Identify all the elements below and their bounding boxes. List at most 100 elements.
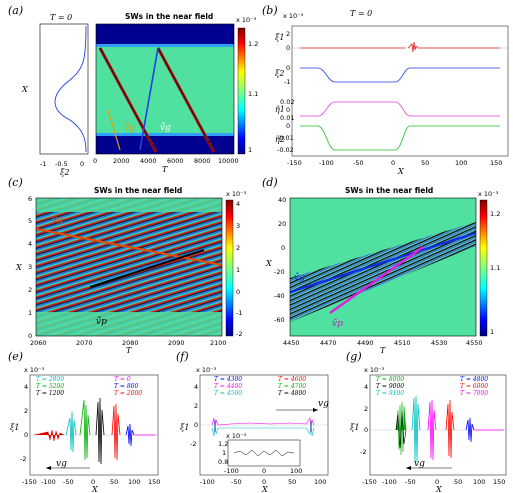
panel-e-packet-0 (125, 423, 135, 447)
panel-a-vg-line (139, 47, 159, 151)
panel-a-heatmap-edge-bottom (96, 133, 234, 136)
panel-g-x-tick: 50 (454, 478, 462, 486)
panel-b-x-tick: 100 (455, 159, 467, 167)
panel-c-y-tick: 5 (28, 217, 32, 225)
panel-e-packet-2800 (65, 411, 77, 453)
panel-e-exp: x 10⁻³ (24, 366, 45, 374)
panel-f-packet-bottom (211, 419, 315, 437)
panel-g-y-tick: 0 (364, 426, 368, 434)
panel-f-legend-4: T = 4500 (214, 390, 242, 397)
panel-e-x-ticks: -150 -100 -50 0 50 100 150 (22, 478, 160, 486)
panel-e-x-tick: 50 (110, 478, 118, 486)
panel-d-cb-tick: 1.1 (490, 264, 500, 272)
panel-c-x-tick: 2060 (30, 339, 47, 347)
panel-a: (a) T = 0 X -1 -0.5 0 ξ2 SWs in the near… (8, 4, 258, 177)
panel-c-y-tick: 1 (28, 309, 32, 317)
panel-d-y-tick: -20 (274, 268, 285, 276)
panel-c-ann-vp: ṽp (96, 317, 107, 327)
panel-b-frame (291, 25, 509, 157)
panel-e-legend-3: T = 800 (114, 383, 138, 390)
panel-e-legend-1: T = 0 (114, 376, 131, 383)
panel-c-cb-tick: 2 (236, 244, 240, 252)
panel-c-vg-line (35, 228, 223, 266)
panel-f-packet-top (211, 417, 315, 433)
panel-f: (f) x 10⁻³ vg x 10⁻³ 1.2 1 0.8 -100 0 10… (176, 350, 329, 493)
panel-c-frame (35, 197, 223, 337)
panel-a-x-tick: 4000 (140, 157, 157, 165)
panel-a-heatmap-frame (95, 23, 235, 155)
panel-b-xlabel: X (397, 167, 404, 176)
panel-a-xlabel: T (162, 165, 168, 174)
panel-c-colorbar (225, 199, 234, 337)
panel-b-x-ticks: -150 -100 -50 0 50 100 150 (287, 159, 502, 167)
panel-f-legend-5: T = 4800 (278, 390, 306, 397)
panel-a-x-tick: 6000 (167, 157, 184, 165)
panel-e-legend-4: T = 1200 (36, 390, 64, 397)
panel-f-inset-curve (233, 449, 295, 457)
panel-c-title: SWs in the near field (94, 186, 182, 195)
panel-b-row2-tick: 0.02 (280, 98, 294, 106)
panel-b-x-tick: 50 (421, 159, 429, 167)
panel-c-y-tick: 3 (28, 263, 32, 271)
panel-a-xi-tick-0: -1 (40, 160, 46, 168)
panel-a-cb-tick: 1 (248, 146, 252, 154)
panel-g-ann: vg (414, 459, 425, 469)
panel-f-y-tick: 2 (194, 402, 198, 410)
panel-b-row2-tick: 0.01 (280, 114, 294, 122)
panel-d-ann-vg: ṽg (294, 273, 305, 283)
panel-b-ylabel-2: η̃1 (275, 105, 285, 114)
panel-c-y-tick: 0 (28, 332, 32, 340)
panel-c-cb-tick: -1 (236, 309, 242, 317)
panel-e-arrowhead (46, 466, 51, 470)
panel-f-x-tick: 50 (288, 478, 296, 486)
panel-f-y-tick: 0 (194, 421, 198, 429)
panel-b-row0-tick: 0 (286, 44, 290, 52)
panel-g-packet-9000 (395, 411, 407, 449)
panel-d-x-tick: 4490 (357, 339, 374, 347)
panel-c-x-tick: 2090 (168, 339, 185, 347)
panel-d-frame (289, 197, 477, 337)
panel-g-legend-3: T = 6000 (460, 383, 488, 390)
panel-g: (g) x 10⁻³ vg T = 8000 T = 4800 T = 9000… (346, 350, 507, 493)
panel-e-xlabel: X (91, 485, 98, 493)
panel-g-legend-1: T = 4800 (460, 376, 488, 383)
panel-d-cb-exp: x 10⁻³ (478, 190, 499, 198)
panel-f-inset-xtick: 100 (290, 467, 302, 475)
panel-g-ylabel: ξ1 (350, 423, 360, 432)
panel-c-y-tick: 4 (28, 240, 32, 248)
panel-e-ylabel: ξ1 (10, 423, 20, 432)
panel-g-y-ticks: 4 2 0 -2 (360, 383, 368, 456)
panel-c-ylabel: X (15, 263, 22, 272)
panel-d-xlabel: T (380, 346, 386, 355)
panel-e-legend-5: T = 2000 (114, 390, 142, 397)
panel-b-x-tick: -50 (353, 159, 364, 167)
panel-f-ann: vg (318, 399, 329, 409)
panel-e-y-tick: 0 (24, 431, 28, 439)
panel-b-row0-tick: 2 (286, 30, 290, 38)
panel-f-x-tick: 100 (314, 478, 326, 486)
panel-e-x-tick: 100 (128, 478, 140, 486)
panel-f-legend-1: T = 4600 (278, 376, 306, 383)
panel-d-y-tick: -40 (274, 292, 285, 300)
panel-g-packet-7000 (427, 399, 437, 461)
panel-b-x-tick: -100 (319, 159, 334, 167)
panel-a-heatmap-edge-top (96, 44, 234, 47)
panel-c-cb-ticks: 4 3 2 1 0 -1 -2 (236, 200, 242, 338)
panel-c-cb-tick: 0 (236, 288, 240, 296)
panel-d-y-tick: 40 (278, 196, 286, 204)
panel-g-x-tick: -50 (405, 478, 416, 486)
panel-g-x-tick: 150 (493, 478, 505, 486)
panel-g-y-tick: -2 (360, 448, 366, 456)
panel-d-vp-line (329, 246, 424, 314)
panel-g-legend-0: T = 8000 (376, 376, 404, 383)
panel-c-cb-exp: x 10⁻³ (226, 190, 247, 198)
panel-a-label: (a) (8, 4, 23, 17)
panel-c-y-tick: 2 (28, 286, 32, 294)
panel-f-y-ticks: 4 2 0 -2 (190, 383, 198, 448)
panel-d-vg-line (289, 231, 477, 294)
panel-a-title: SWs in the near field (125, 12, 213, 21)
panel-d-x-tick: 4530 (431, 339, 448, 347)
panel-b-eta1-curve (300, 101, 500, 117)
panel-b-xi2-curve (300, 67, 500, 83)
panel-a-x-tick: 8000 (194, 157, 211, 165)
